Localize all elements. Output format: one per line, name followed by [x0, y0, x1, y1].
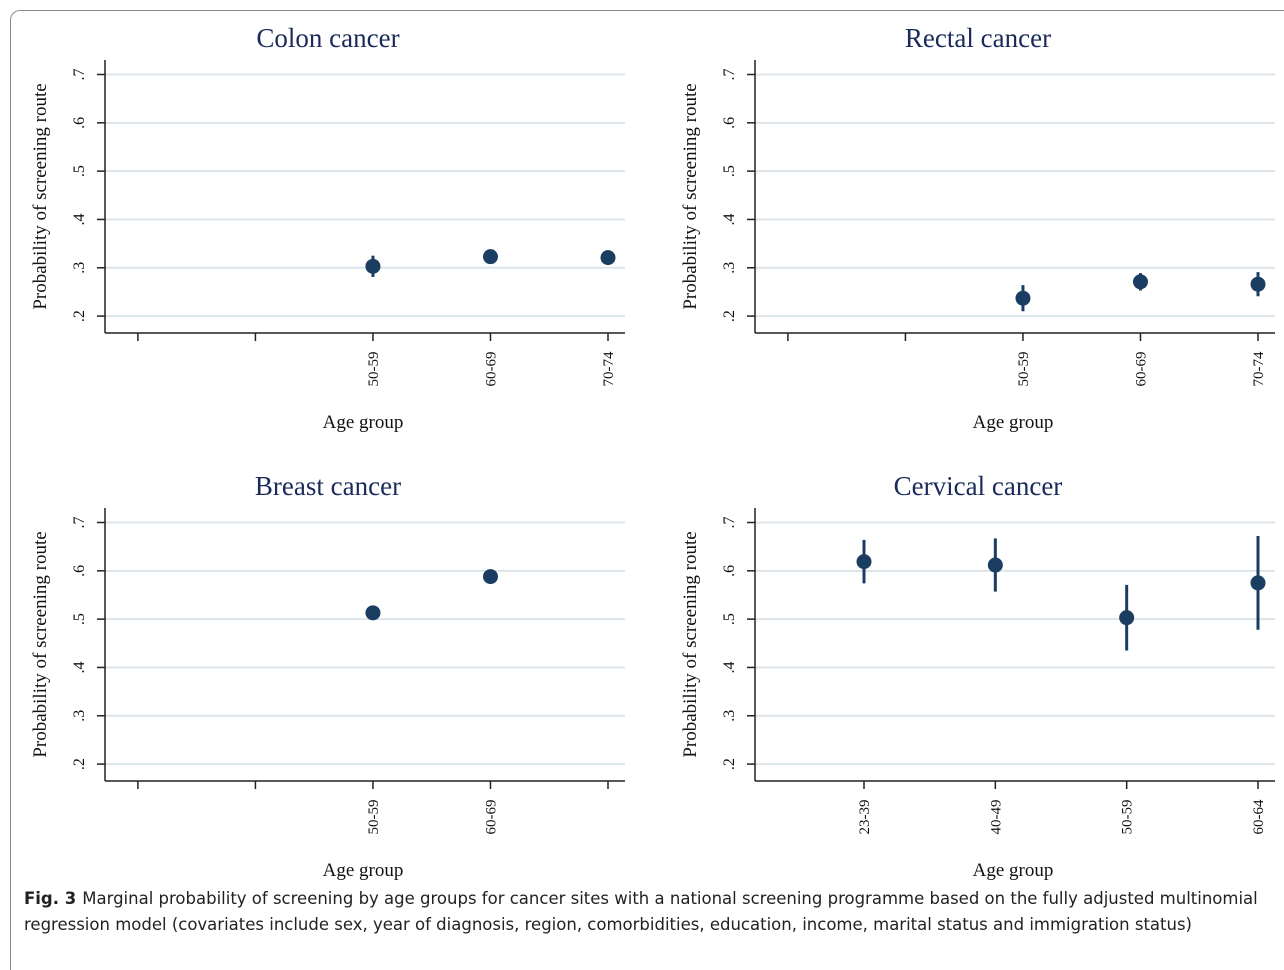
y-tick-label: .7	[721, 516, 738, 528]
x-tick-label: 70-74	[1251, 351, 1267, 386]
point	[1132, 274, 1148, 290]
point	[1250, 276, 1266, 292]
y-tick-label: .7	[71, 68, 88, 80]
point	[1250, 575, 1266, 591]
y-axis-label: Probability of screening route	[30, 83, 51, 309]
y-tick-label: .3	[721, 710, 738, 722]
y-tick-label: .5	[721, 613, 738, 625]
point	[482, 569, 498, 585]
panel-title: Breast cancer	[255, 471, 401, 501]
y-tick-label: .4	[71, 213, 88, 225]
y-tick-label: .5	[71, 613, 88, 625]
x-tick-label: 70-74	[601, 351, 617, 386]
y-tick-label: .2	[721, 758, 738, 770]
caption-label: Fig. 3	[24, 889, 77, 908]
chart: Colon cancer Probability of screening rou…	[30, 23, 1275, 880]
panel-title: Cervical cancer	[894, 471, 1063, 501]
y-tick-label: .4	[71, 661, 88, 673]
point	[600, 250, 616, 266]
y-tick-label: .4	[721, 661, 738, 673]
x-tick-label: 60-69	[1133, 352, 1149, 387]
x-tick-label: 50-59	[366, 800, 382, 835]
y-tick-label: .2	[71, 310, 88, 322]
y-axis-label: Probability of screening route	[680, 531, 701, 757]
point	[987, 557, 1003, 573]
x-tick-label: 50-59	[366, 352, 382, 387]
point	[1119, 610, 1135, 626]
y-tick-label: .7	[721, 68, 738, 80]
x-axis-label: Age group	[323, 860, 404, 880]
y-tick-label: .7	[71, 516, 88, 528]
point	[365, 605, 381, 621]
y-tick-label: .3	[721, 262, 738, 274]
y-axis-label: Probability of screening route	[680, 83, 701, 309]
y-tick-label: .5	[721, 165, 738, 177]
x-tick-label: 40-49	[988, 800, 1004, 835]
y-tick-label: .2	[71, 758, 88, 770]
y-tick-label: .3	[71, 262, 88, 274]
point	[856, 554, 872, 570]
x-axis-label: Age group	[973, 412, 1054, 433]
x-axis-label: Age group	[973, 860, 1054, 880]
point	[1015, 290, 1031, 306]
y-tick-label: .6	[721, 565, 738, 577]
y-tick-label: .6	[721, 117, 738, 129]
y-axis-label: Probability of screening route	[30, 531, 51, 757]
y-tick-label: .5	[71, 165, 88, 177]
y-tick-label: .3	[71, 710, 88, 722]
caption: Fig. 3 Marginal probability of screening …	[24, 886, 1260, 938]
y-tick-label: .2	[721, 310, 738, 322]
x-tick-label: 60-69	[483, 352, 499, 387]
x-axis-label: Age group	[323, 412, 404, 433]
x-tick-label: 23-39	[857, 800, 873, 835]
point	[365, 258, 381, 274]
panel-title: Rectal cancer	[905, 23, 1051, 53]
point	[482, 249, 498, 265]
x-tick-label: 60-64	[1251, 799, 1267, 834]
x-tick-label: 60-69	[483, 800, 499, 835]
x-tick-label: 50-59	[1120, 800, 1136, 835]
y-tick-label: .4	[721, 213, 738, 225]
x-tick-label: 50-59	[1016, 352, 1032, 387]
caption-text: Marginal probability of screening by age…	[24, 889, 1258, 934]
figure-frame	[10, 10, 1284, 970]
y-tick-label: .6	[71, 117, 88, 129]
panel-title: Colon cancer	[256, 23, 399, 53]
y-tick-label: .6	[71, 565, 88, 577]
